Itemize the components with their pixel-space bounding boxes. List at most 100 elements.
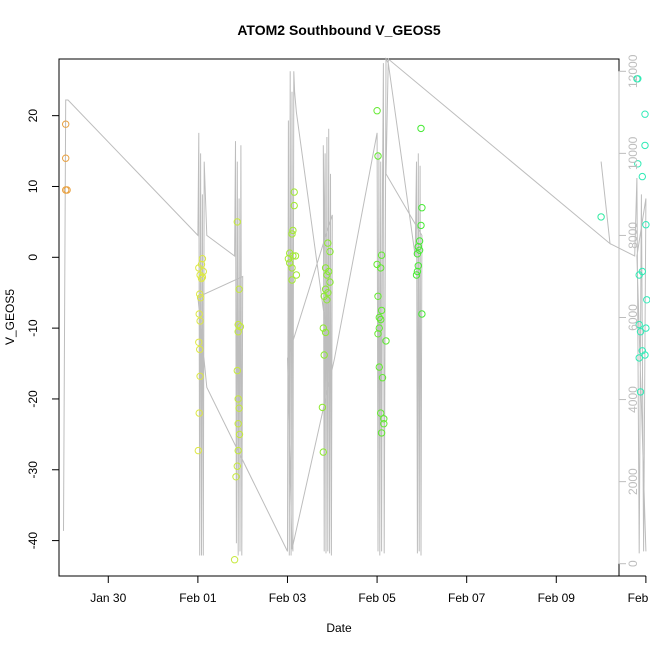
data-point — [323, 296, 331, 304]
data-point — [413, 250, 422, 258]
secondary-series-line — [63, 57, 647, 556]
data-point — [418, 310, 426, 318]
data-point — [235, 404, 243, 412]
data-point — [234, 395, 242, 403]
data-point — [61, 154, 70, 162]
data-point — [61, 120, 70, 128]
data-point — [377, 409, 385, 417]
data-point — [636, 328, 645, 336]
x-tick-label: Jan 30 — [90, 591, 126, 605]
data-point — [233, 462, 242, 470]
secondary-y-tick-label: 0 — [626, 560, 640, 567]
data-point — [642, 324, 650, 332]
x-tick-label: Feb 09 — [538, 591, 576, 605]
data-point — [319, 448, 327, 456]
data-point — [196, 345, 204, 354]
data-point — [290, 188, 298, 196]
data-point — [197, 274, 206, 283]
secondary-y-tick-label: 8000 — [626, 222, 640, 249]
data-point — [635, 354, 643, 362]
data-point — [319, 324, 327, 332]
x-tick-label: Feb 05 — [358, 591, 396, 605]
data-point — [232, 473, 240, 481]
data-point — [378, 374, 387, 382]
y-tick-label: 0 — [26, 254, 40, 261]
data-point — [284, 255, 293, 263]
data-point — [324, 239, 332, 247]
x-tick-label: Feb 03 — [269, 591, 307, 605]
secondary-y-tick-label: 4000 — [626, 386, 640, 413]
data-point — [195, 409, 203, 417]
data-point — [414, 243, 422, 251]
data-point — [195, 338, 203, 346]
data-point — [415, 246, 424, 254]
data-point — [230, 556, 239, 564]
data-point — [291, 252, 300, 260]
data-point — [641, 351, 649, 359]
data-point — [380, 415, 388, 423]
plot-frame — [58, 58, 620, 577]
data-point — [374, 330, 382, 338]
data-point — [289, 226, 297, 235]
data-point — [196, 372, 204, 380]
data-point — [288, 230, 296, 238]
y-tick-label: -30 — [26, 461, 40, 479]
data-point — [641, 141, 649, 150]
data-point — [374, 152, 382, 160]
data-point — [380, 420, 388, 428]
data-point — [638, 172, 646, 181]
data-point — [636, 388, 645, 396]
secondary-line-layer — [63, 57, 647, 556]
data-point — [234, 420, 242, 428]
data-point — [634, 160, 642, 168]
data-point — [196, 317, 204, 325]
data-point — [377, 315, 385, 324]
secondary-y-tick-label: 10000 — [626, 136, 640, 170]
data-point — [318, 403, 327, 412]
data-point — [323, 271, 331, 279]
data-point — [377, 264, 385, 272]
data-point — [417, 221, 425, 230]
data-point — [326, 247, 334, 256]
data-point — [377, 306, 386, 315]
y-tick-label: -10 — [26, 319, 40, 337]
points-layer — [61, 75, 650, 564]
data-point — [326, 278, 334, 286]
data-point — [235, 430, 244, 439]
data-point — [635, 320, 643, 329]
data-point — [288, 264, 296, 272]
data-point — [199, 267, 208, 276]
data-point — [375, 363, 383, 371]
data-point — [198, 255, 207, 263]
secondary-y-tick-label: 12000 — [626, 54, 640, 88]
data-point — [413, 267, 422, 276]
x-tick-label: Feb 01 — [179, 591, 217, 605]
data-point — [233, 218, 242, 226]
x-axis-label: Date — [326, 621, 352, 635]
data-point — [642, 221, 650, 229]
data-point — [418, 204, 426, 212]
secondary-y-axis: 0 2000 4000 6000 8000 10000 12000 — [618, 54, 640, 567]
data-point — [641, 110, 649, 118]
data-point — [373, 107, 381, 115]
data-point — [198, 273, 207, 281]
data-point — [412, 271, 421, 279]
data-point — [375, 313, 383, 322]
secondary-y-tick-label: 6000 — [626, 304, 640, 331]
y-tick-label: -40 — [26, 532, 40, 550]
data-point — [196, 290, 204, 298]
data-point — [292, 271, 301, 279]
data-point — [414, 262, 422, 270]
y-axis: 20 10 0 -10 -20 -30 -40 — [26, 109, 60, 550]
data-point — [320, 351, 328, 359]
y-tick-label: 10 — [26, 179, 40, 193]
data-point — [197, 260, 206, 269]
secondary-y-tick-label: 2000 — [626, 468, 640, 495]
data-point — [236, 323, 245, 331]
data-point — [321, 328, 330, 337]
data-point — [290, 201, 298, 210]
data-point — [196, 294, 205, 302]
data-point — [194, 446, 203, 455]
data-point — [233, 366, 242, 375]
data-point — [635, 271, 643, 279]
